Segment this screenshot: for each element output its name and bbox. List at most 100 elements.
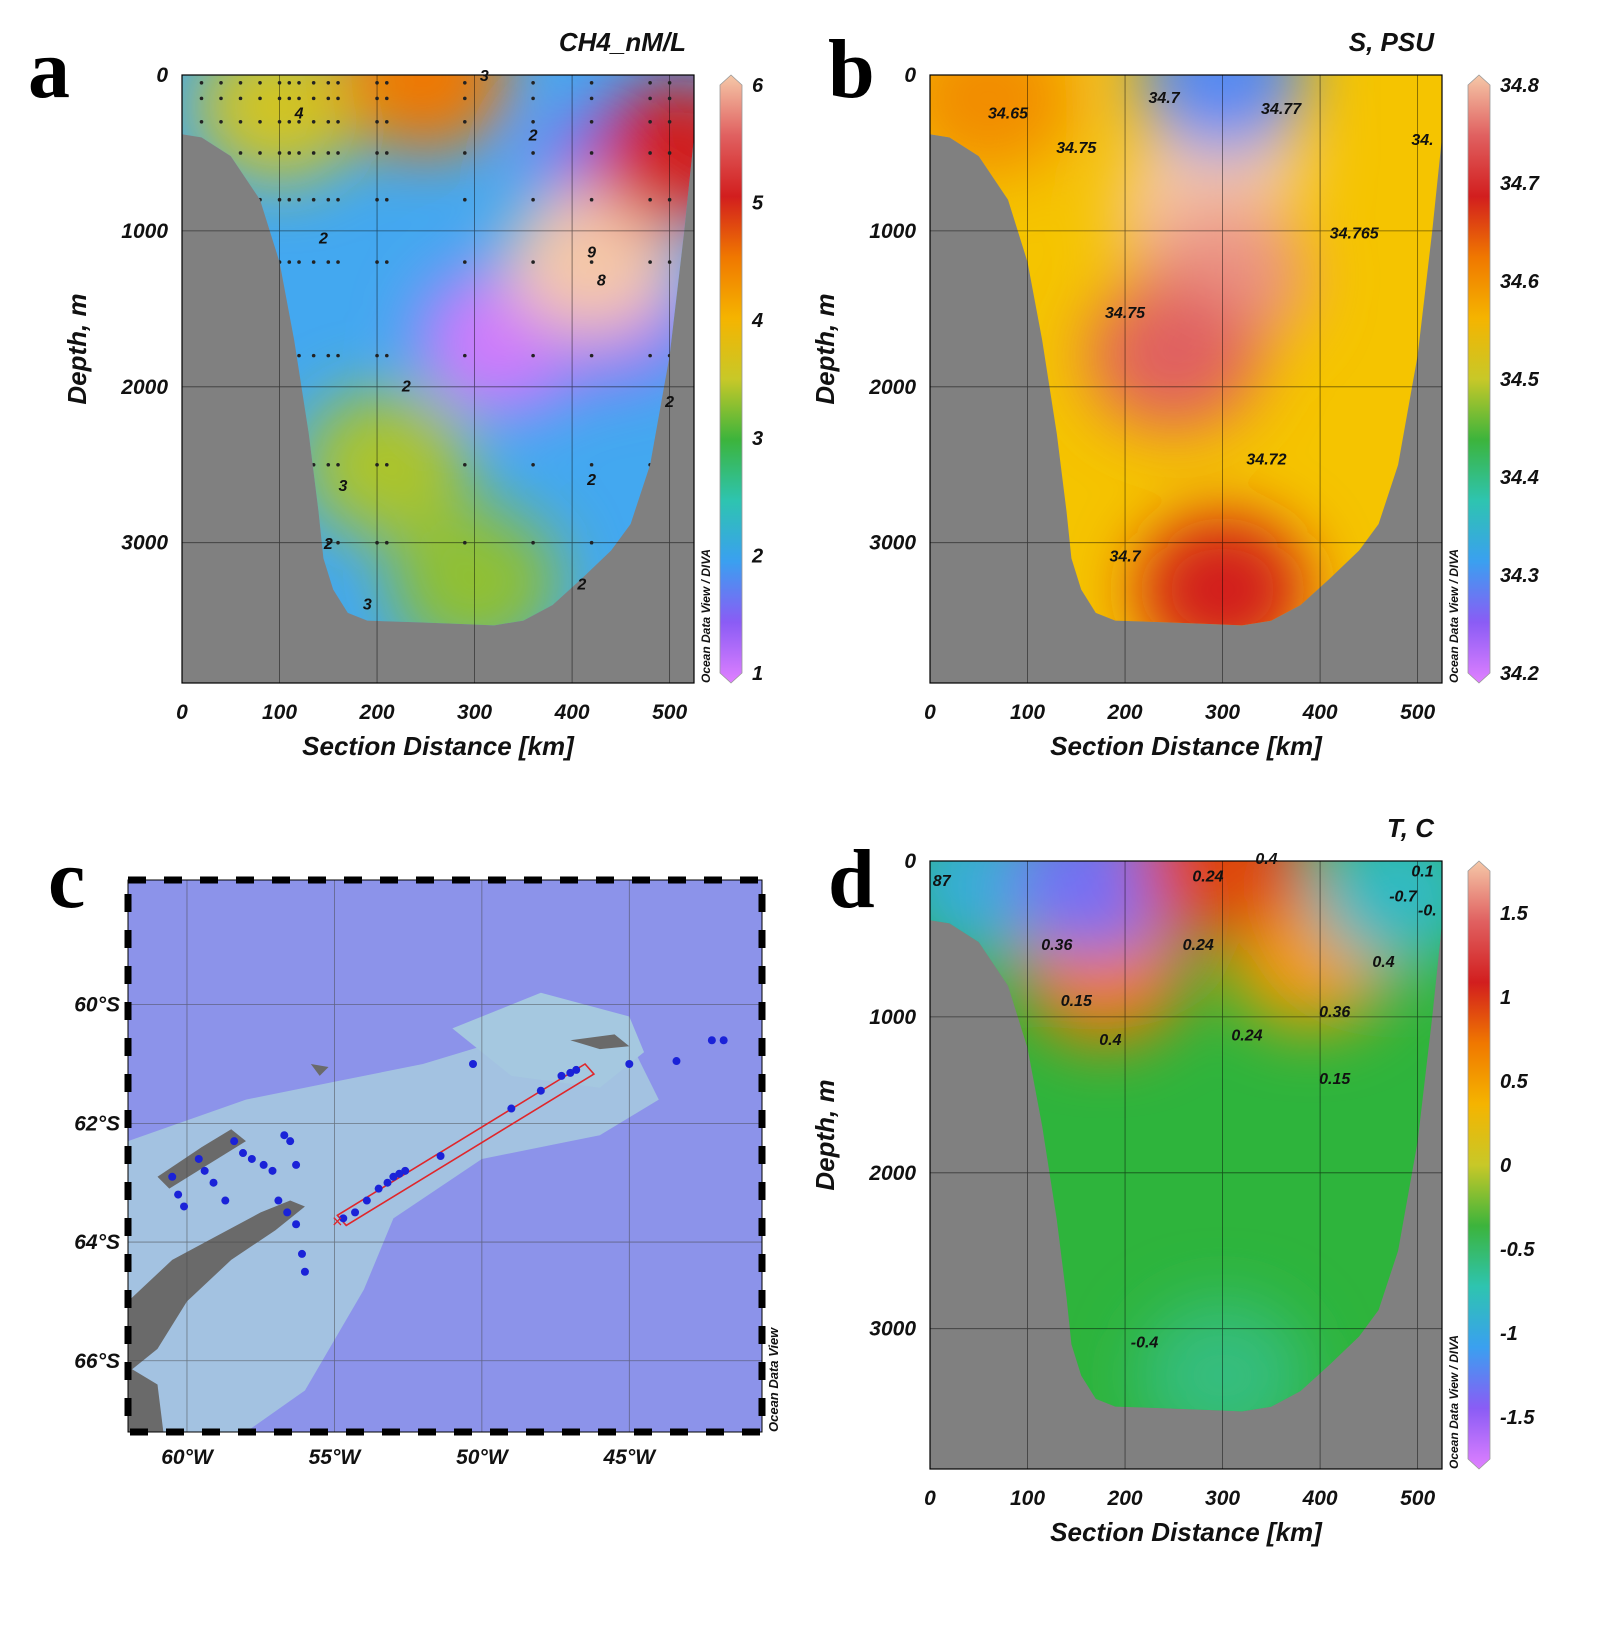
sample-point [277,119,282,124]
sample-point [385,80,389,85]
sample-point [375,119,379,124]
y-axis-label: Depth, m [810,293,840,404]
station-point [566,1068,575,1077]
sample-point [311,96,316,101]
contour-label: 34.75 [1105,305,1146,322]
station-point [209,1178,218,1187]
contour-label: 0.36 [1041,937,1072,954]
section-start-marker: × [332,1211,343,1231]
sample-point [667,260,672,264]
sample-point [311,353,316,358]
sample-point [375,462,379,467]
sample-point [336,80,340,85]
sample-point [375,540,379,545]
peninsula-south [128,1366,164,1432]
y-tick-label: 3000 [121,532,168,555]
sample-point [648,197,652,202]
y-tick-label: 1000 [869,1006,916,1029]
sample-point [531,353,535,358]
sample-point [463,197,467,202]
sample-point [297,96,301,101]
sample-point [385,151,389,155]
antarctic-peninsula [128,1200,305,1373]
x-axis-label: Section Distance [km] [302,731,575,761]
map-frame-inner [127,879,763,1433]
contour-label: 9 [587,244,596,261]
sample-point [531,540,535,545]
sample-point [589,260,594,264]
station-point [389,1172,398,1181]
colorbar-tick-label: 3 [752,428,763,450]
grid [930,75,1442,683]
grid [930,861,1442,1469]
salinity-section-chart: 34.65 34.7 34.77 34.75 34.765 34.75 34.72 34.7 3… [810,27,1540,761]
x-axis-label: Section Distance [km] [1050,731,1323,761]
sample-point [238,119,243,124]
sample-point [463,353,467,358]
sample-point [311,151,316,155]
station-point [292,1220,301,1229]
sample-point [297,119,301,124]
sample-point [531,96,535,101]
chart-title: CH4_nM/L [559,27,686,57]
lon-tick-label: 45°W [603,1446,658,1469]
colorbar-tick-label: 1 [752,663,763,685]
sample-point [648,260,652,264]
colorbar-credit: Ocean Data View / DIVA [699,549,713,683]
sample-point [336,353,340,358]
x-tick-label: 400 [554,701,590,724]
station-point [625,1060,634,1068]
sample-point [385,462,389,467]
field-blob-3 [1088,280,1259,431]
sample-point [326,80,331,85]
contour-label: 34.765 [1330,226,1380,243]
field-blob-7 [594,77,694,228]
station-point [300,1267,309,1276]
x-tick-label: 400 [1302,1487,1338,1510]
colorbar-tick-label: 1 [1500,987,1511,1009]
chart-title: S, PSU [1349,27,1435,57]
colorbar-tick-label: 1.5 [1500,903,1529,925]
colorbar-tick-label: 0 [1500,1155,1511,1177]
sample-point [336,540,340,545]
sample-point [463,96,467,101]
lon-tick-label: 55°W [309,1446,363,1469]
sample-point [311,119,316,124]
panel-letter-c: c [48,833,86,926]
sample-point [375,197,379,202]
y-tick-label: 2000 [868,376,916,399]
x-tick-label: 200 [359,701,395,724]
contour-label: 3 [338,478,347,495]
x-tick-label: 100 [1010,1487,1045,1510]
station-point [221,1196,230,1205]
station-point [395,1169,404,1178]
station-point [280,1131,289,1140]
station-point [247,1154,256,1163]
field-blob-8 [340,75,511,154]
station-point [200,1166,209,1175]
sample-point [258,151,262,155]
sample-point [385,540,389,545]
contour-label: 34.75 [1056,140,1097,157]
sample-point [287,260,292,264]
station-point [286,1137,295,1146]
sample-point [311,197,316,202]
field-anomalies [194,75,694,626]
station-point [274,1196,283,1205]
sample-point [297,151,301,155]
sample-point [531,80,535,85]
sample-point [277,197,282,202]
station-point [174,1190,183,1199]
station-point [672,1057,681,1066]
station-point [507,1104,516,1113]
colorbar-tick-label: 34.4 [1500,467,1539,489]
sample-point [311,80,316,85]
panel-letter-a: a [28,23,70,116]
lon-tick-label: 50°W [456,1446,510,1469]
station-point [168,1172,177,1181]
contour-label: 0.24 [1231,1027,1262,1044]
sample-point [385,197,389,202]
station-point [339,1214,348,1223]
lat-tick-label: 62°S [74,1112,120,1135]
map-credit: Ocean Data View [766,1327,781,1432]
